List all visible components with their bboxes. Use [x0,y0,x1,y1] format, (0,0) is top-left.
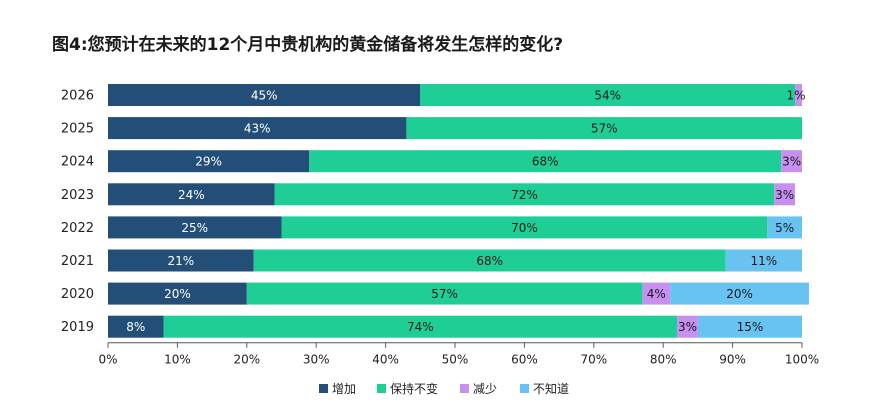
x-tick-label: 0% [98,353,117,367]
legend-swatch-1 [377,384,386,393]
legend-label-3: 不知道 [533,382,569,396]
bar-2022-series-1 [281,216,768,239]
x-tick-label: 90% [719,353,746,367]
data-label-2020-series-2: 4% [647,287,666,301]
category-label-2021: 2021 [61,254,94,269]
data-label-2024-series-2: 3% [782,155,801,169]
data-label-2026-series-1: 54% [594,89,621,103]
bars-group: 2026 45% 54% 1% 2025 43% 57% 2024 29% 68% 3% 2023 24… [61,84,809,338]
bar-2026-series-1 [420,84,796,106]
data-label-2022-series-3: 5% [775,221,794,235]
x-tick-label: 40% [372,353,399,367]
category-label-2024: 2024 [61,155,94,170]
data-label-2023-series-2: 3% [775,188,794,202]
category-label-2022: 2022 [61,221,94,236]
data-label-2023-series-1: 72% [511,188,538,202]
bar-2023-series-0 [108,183,275,206]
x-tick-label: 80% [650,353,677,367]
legend-label-1: 保持不变 [390,381,438,396]
bar-2021-series-3 [725,249,802,272]
legend-swatch-0 [319,384,328,393]
bar-2020-series-0 [108,282,247,305]
legend-label-2: 减少 [473,382,497,396]
data-label-2022-series-1: 70% [511,221,538,235]
x-tick-label: 10% [164,353,191,367]
data-label-2026-series-2: 1% [786,89,805,103]
bar-2019-series-2 [677,315,698,338]
legend: 增加 保持不变 减少 不知道 [319,381,569,396]
data-label-2024-series-1: 68% [532,155,559,169]
x-axis: 0% 10% 20% 30% 40% 50% 60% 70% 80% 90% 100% [98,342,819,367]
data-label-2025-series-1: 57% [591,122,618,136]
category-label-2019: 2019 [61,320,94,335]
data-label-2019-series-2: 3% [678,320,697,334]
x-tick-label: 100% [785,353,819,367]
x-tick-label: 20% [233,353,260,367]
bar-2022-series-0 [108,216,282,239]
data-label-2025-series-0: 43% [244,122,271,136]
bar-2019-series-0 [108,315,164,338]
data-label-2021-series-3: 11% [750,254,777,268]
x-tick-label: 60% [511,353,538,367]
bar-2022-series-3 [767,216,802,239]
data-label-2019-series-3: 15% [737,320,764,334]
category-label-2020: 2020 [61,287,94,302]
category-label-2023: 2023 [61,188,94,203]
data-label-2020-series-3: 20% [726,287,753,301]
data-label-2022-series-0: 25% [181,221,208,235]
data-label-2021-series-0: 21% [168,254,195,268]
x-tick-label: 70% [580,353,607,367]
bar-2020-series-1 [246,282,643,305]
bar-2025-series-0 [108,117,407,140]
data-label-2020-series-0: 20% [164,287,191,301]
data-label-2019-series-1: 74% [407,320,434,334]
legend-swatch-2 [460,384,469,393]
bar-2024-series-2 [781,150,802,173]
x-tick-label: 50% [442,353,469,367]
bar-2026-series-2 [795,84,802,106]
data-label-2020-series-1: 57% [431,287,458,301]
data-label-2026-series-0: 45% [251,89,278,103]
bar-2026-series-0 [108,84,421,106]
bar-2025-series-1 [406,117,802,140]
data-label-2023-series-0: 24% [178,188,205,202]
bar-2019-series-3 [697,315,802,338]
bar-2023-series-2 [774,183,796,206]
data-label-2024-series-0: 29% [195,155,222,169]
bar-2020-series-2 [642,282,671,305]
bar-2024-series-0 [108,150,310,173]
bar-2021-series-0 [108,249,254,272]
data-label-2019-series-0: 8% [126,320,145,334]
bar-2024-series-1 [309,150,782,173]
legend-label-0: 增加 [332,382,356,396]
category-label-2025: 2025 [61,122,94,137]
bar-2019-series-1 [163,315,678,338]
category-label-2026: 2026 [61,89,94,104]
chart-title: 图4:您预计在未来的12个月中贵机构的黄金储备将发生怎样的变化? [52,35,564,55]
data-label-2021-series-1: 68% [476,254,503,268]
legend-swatch-3 [520,384,529,393]
bar-2021-series-1 [253,249,726,272]
bar-2023-series-1 [274,183,775,206]
bar-2020-series-3 [670,282,809,305]
x-tick-label: 30% [303,353,330,367]
